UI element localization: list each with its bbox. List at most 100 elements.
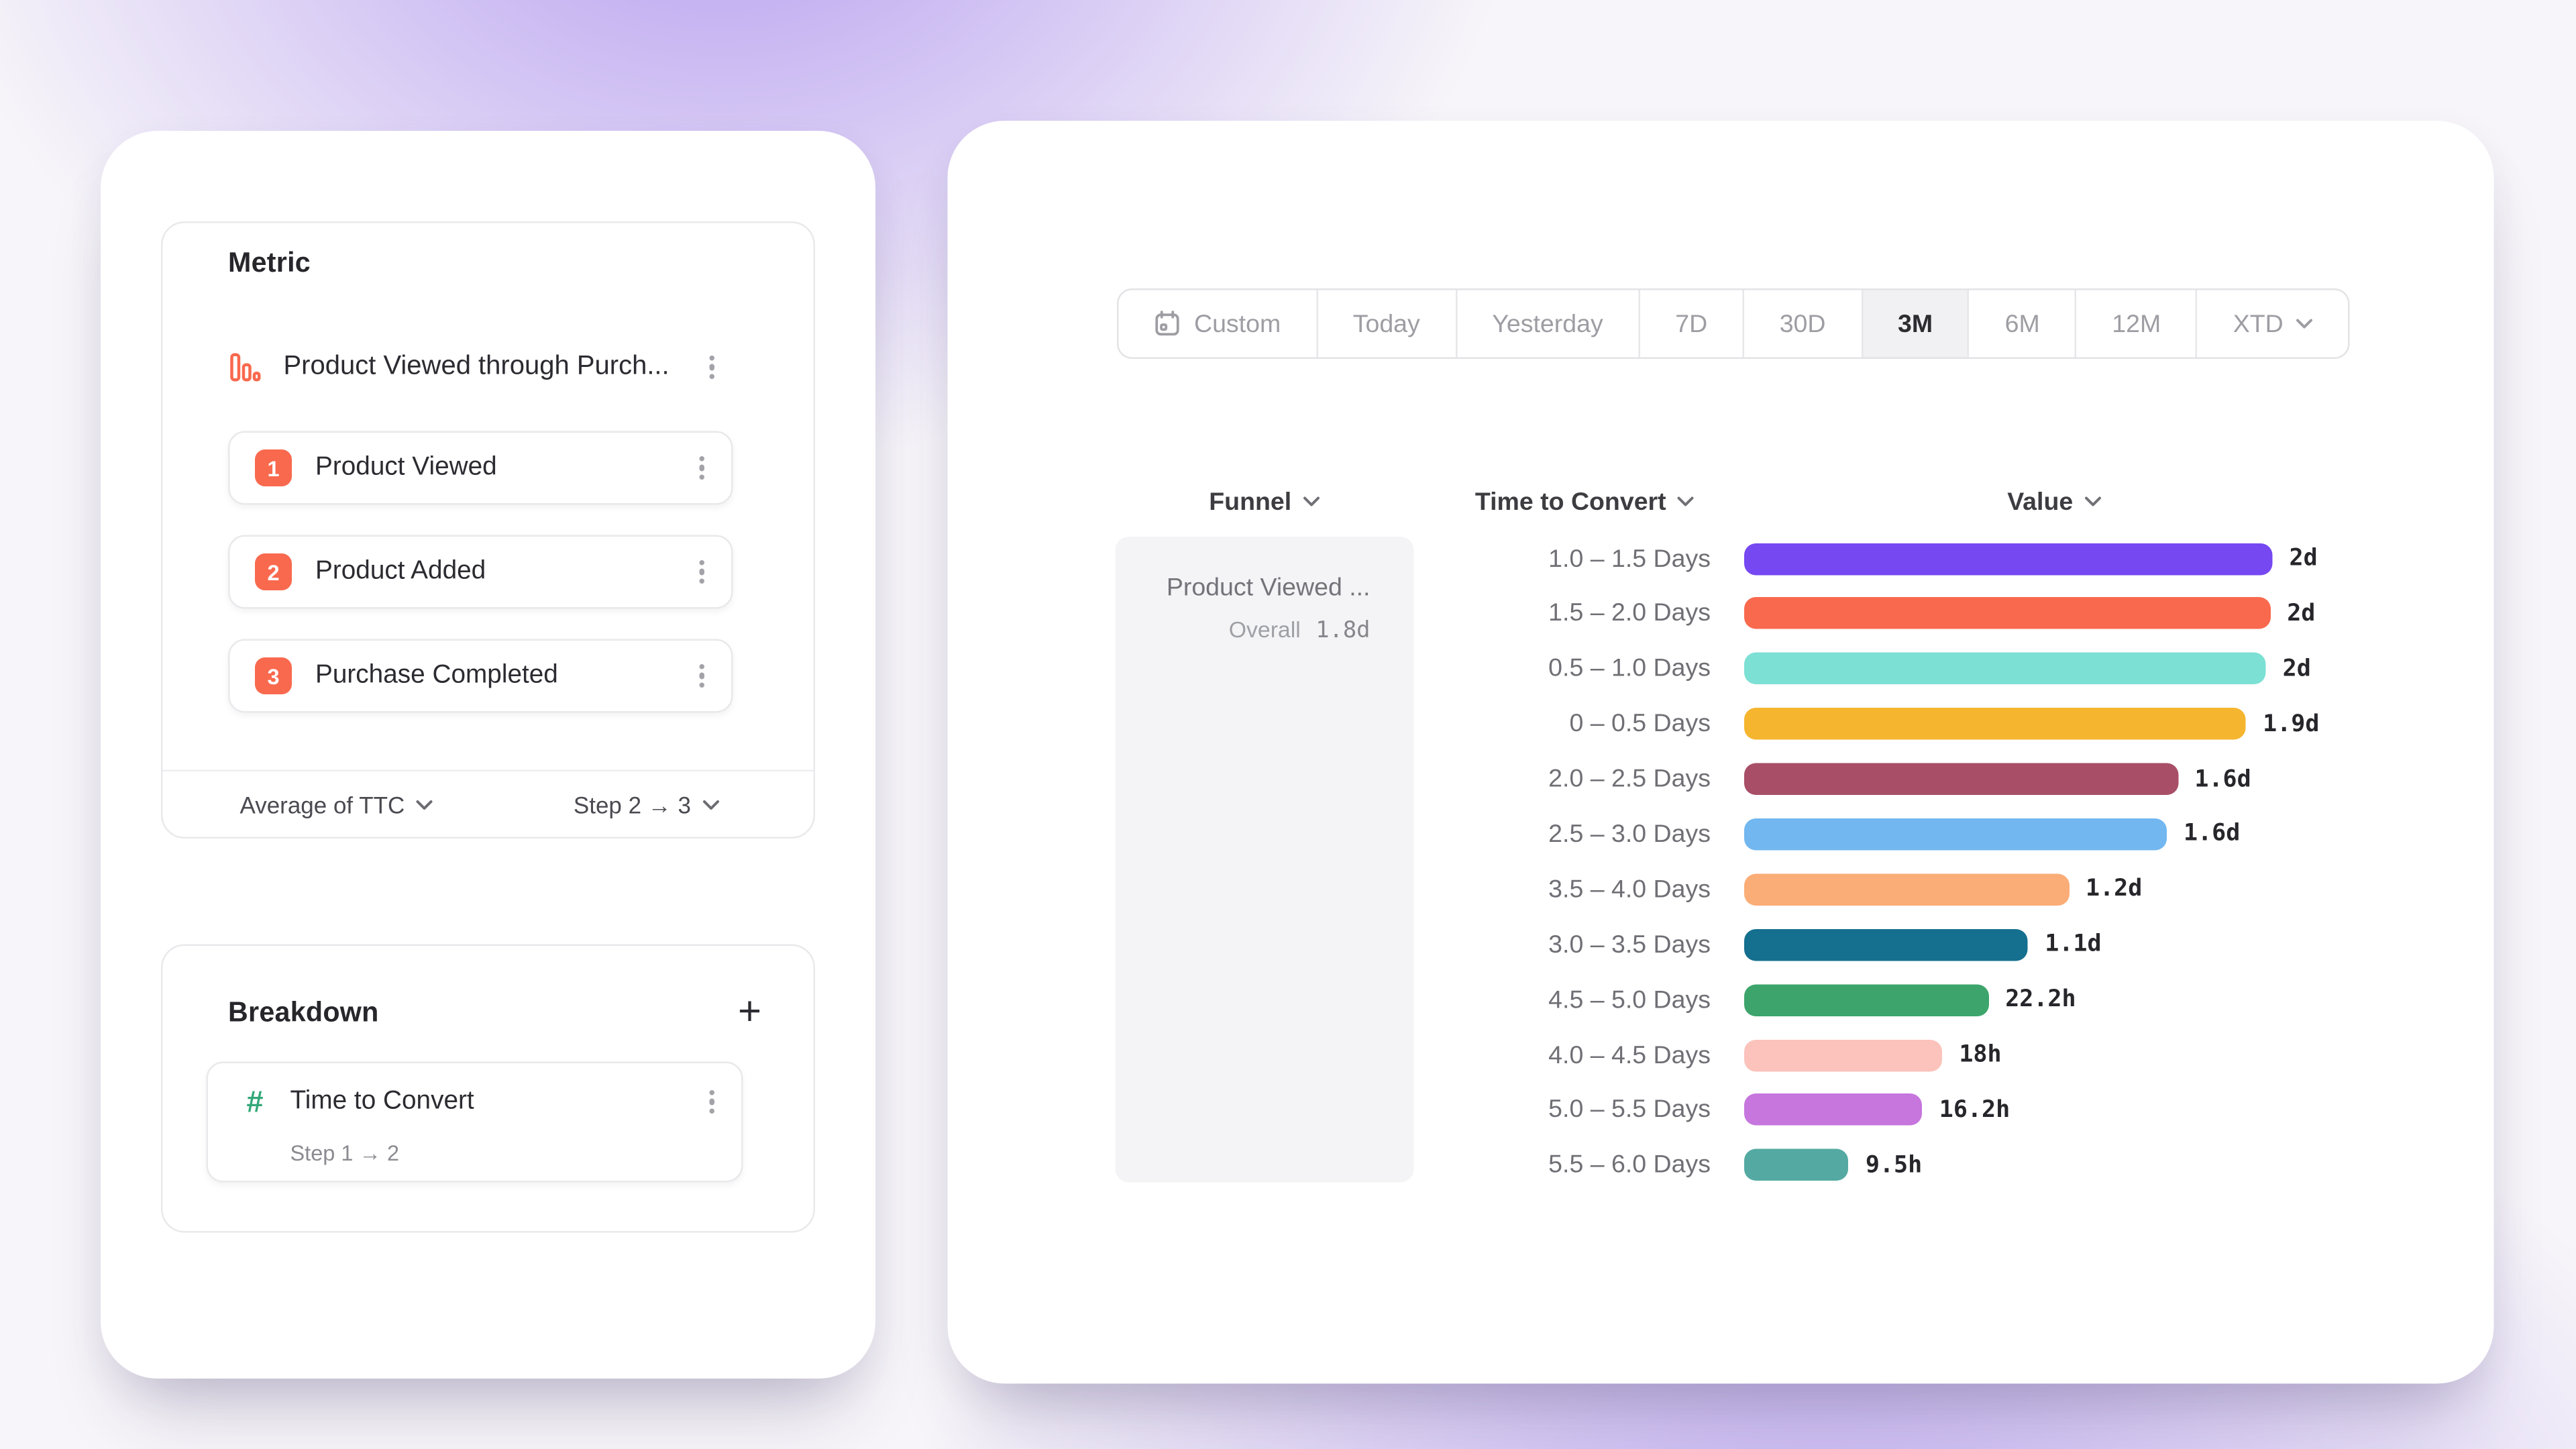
kebab-menu-icon[interactable] — [692, 449, 711, 487]
bar-chart: 1.0 – 1.5 Days 2d 1.5 – 2.0 Days 2d 0.5 … — [1442, 542, 2320, 1205]
bar-value: 1.6d — [2194, 765, 2251, 793]
overall-value: 1.8d — [1316, 617, 1371, 644]
range-today[interactable]: Today — [1318, 290, 1457, 358]
bar[interactable] — [1744, 708, 2247, 740]
breakdown-item[interactable]: # Time to Convert Step 1 → 2 — [206, 1061, 743, 1183]
bar[interactable] — [1744, 542, 2273, 575]
funnel-step-2[interactable]: 2 Product Added — [228, 535, 733, 609]
kebab-menu-icon[interactable] — [702, 1083, 721, 1121]
step-label: Product Added — [315, 557, 486, 586]
chevron-down-icon — [2297, 319, 2314, 329]
calendar-icon — [1155, 311, 1179, 336]
bucket-label: 1.0 – 1.5 Days — [1548, 544, 1711, 573]
bar[interactable] — [1744, 873, 2069, 906]
bar[interactable] — [1744, 1038, 1943, 1071]
bar[interactable] — [1744, 763, 2178, 796]
funnel-step-1[interactable]: 1 Product Viewed — [228, 431, 733, 505]
funnel-steps-list: 1 Product Viewed 2 Product Added 3 Purch… — [228, 431, 733, 743]
bar[interactable] — [1744, 928, 2029, 961]
step-number-badge: 2 — [255, 553, 292, 590]
chart-row: 0.5 – 1.0 Days 2d — [1442, 653, 2319, 685]
bar-value: 16.2h — [1939, 1096, 2010, 1124]
step-range-label: Step 2 → 3 — [573, 790, 691, 818]
metric-panel-title: Metric — [228, 248, 311, 278]
bar[interactable] — [1744, 1149, 1849, 1181]
bar-value: 1.9d — [2263, 710, 2320, 738]
bar-value: 9.5h — [1865, 1151, 1923, 1179]
bar-value: 18h — [1959, 1041, 2002, 1069]
bar[interactable] — [1744, 818, 2167, 851]
chevron-down-icon — [1303, 496, 1320, 506]
bucket-label: 2.5 – 3.0 Days — [1548, 820, 1711, 849]
range-label: 3M — [1898, 309, 1933, 338]
funnel-summary-name: Product Viewed ... — [1166, 574, 1371, 602]
column-header-value[interactable]: Value — [1778, 483, 2331, 520]
bar[interactable] — [1744, 1094, 1923, 1126]
column-header-label: Time to Convert — [1474, 487, 1666, 516]
metric-funnel-header[interactable]: Product Viewed through Purch... — [228, 334, 741, 401]
step-range-dropdown[interactable]: Step 2 → 3 — [574, 791, 720, 818]
bucket-label: 5.5 – 6.0 Days — [1548, 1150, 1711, 1180]
chevron-down-icon — [1678, 496, 1695, 506]
range-yesterday[interactable]: Yesterday — [1456, 290, 1640, 358]
range-label: 30D — [1779, 309, 1826, 338]
step-number-badge: 1 — [255, 449, 292, 486]
bar-value: 2d — [2282, 655, 2311, 682]
range-label: 12M — [2112, 309, 2161, 338]
bucket-label: 0 – 0.5 Days — [1569, 709, 1711, 739]
chart-row: 4.0 – 4.5 Days 18h — [1442, 1038, 2319, 1071]
kebab-menu-icon[interactable] — [702, 348, 721, 386]
column-header-funnel[interactable]: Funnel — [1116, 483, 1414, 520]
bar[interactable] — [1744, 653, 2266, 685]
range-3m-selected[interactable]: 3M — [1862, 290, 1970, 358]
chevron-down-icon — [703, 799, 719, 809]
funnel-summary-overall: Overall 1.8d — [1136, 617, 1371, 644]
bar-value: 2d — [2287, 600, 2316, 627]
bar[interactable] — [1744, 597, 2271, 630]
chart-row: 4.5 – 5.0 Days 22.2h — [1442, 983, 2319, 1016]
range-label: Custom — [1194, 309, 1281, 338]
kebab-menu-icon[interactable] — [692, 553, 711, 591]
bar-value: 1.6d — [2184, 820, 2241, 848]
chart-row: 5.5 – 6.0 Days 9.5h — [1442, 1149, 2319, 1181]
date-range-toolbar: Custom Today Yesterday 7D 30D 3M 6M 12M … — [1117, 288, 2351, 359]
breakdown-item-row: # Time to Convert — [208, 1079, 741, 1126]
chart-row: 2.5 – 3.0 Days 1.6d — [1442, 818, 2319, 851]
range-6m[interactable]: 6M — [1970, 290, 2077, 358]
range-12m[interactable]: 12M — [2076, 290, 2198, 358]
hash-icon: # — [246, 1084, 264, 1118]
add-breakdown-button[interactable]: + — [727, 989, 773, 1036]
chevron-down-icon — [2085, 496, 2102, 506]
bucket-label: 2.0 – 2.5 Days — [1548, 765, 1711, 794]
bar[interactable] — [1744, 983, 1989, 1016]
report-card: Custom Today Yesterday 7D 30D 3M 6M 12M … — [947, 121, 2494, 1384]
kebab-menu-icon[interactable] — [692, 657, 711, 695]
range-30d[interactable]: 30D — [1744, 290, 1863, 358]
funnel-step-3[interactable]: 3 Purchase Completed — [228, 639, 733, 713]
bucket-label: 3.0 – 3.5 Days — [1548, 930, 1711, 959]
funnel-summary-cell[interactable]: Product Viewed ... Overall 1.8d — [1115, 537, 1414, 1183]
step-label: Product Viewed — [315, 453, 497, 482]
chart-row: 1.0 – 1.5 Days 2d — [1442, 542, 2319, 575]
chart-row: 5.0 – 5.5 Days 16.2h — [1442, 1094, 2319, 1126]
bucket-label: 3.5 – 4.0 Days — [1548, 875, 1711, 904]
metric-panel: Metric Product Viewed through Purch... 1… — [161, 221, 815, 839]
step-label: Purchase Completed — [315, 661, 558, 690]
column-header-time-to-convert[interactable]: Time to Convert — [1417, 483, 1753, 520]
column-header-label: Value — [2007, 487, 2074, 516]
range-7d[interactable]: 7D — [1640, 290, 1745, 358]
range-custom[interactable]: Custom — [1118, 290, 1318, 358]
breakdown-panel-title: Breakdown — [228, 998, 379, 1028]
column-header-label: Funnel — [1209, 487, 1292, 516]
metric-footer: Average of TTC Step 2 → 3 — [162, 769, 814, 837]
bar-value: 1.1d — [2045, 931, 2102, 959]
funnel-chart-icon — [228, 351, 262, 384]
chart-row: 2.0 – 2.5 Days 1.6d — [1442, 763, 2319, 796]
aggregation-dropdown[interactable]: Average of TTC — [240, 791, 433, 818]
range-xtd-dropdown[interactable]: XTD — [2198, 290, 2349, 358]
chart-row: 3.5 – 4.0 Days 1.2d — [1442, 873, 2319, 906]
breakdown-panel: Breakdown + # Time to Convert Step 1 → 2 — [161, 944, 815, 1233]
bar-value: 22.2h — [2005, 986, 2076, 1014]
bucket-label: 4.0 – 4.5 Days — [1548, 1040, 1711, 1069]
